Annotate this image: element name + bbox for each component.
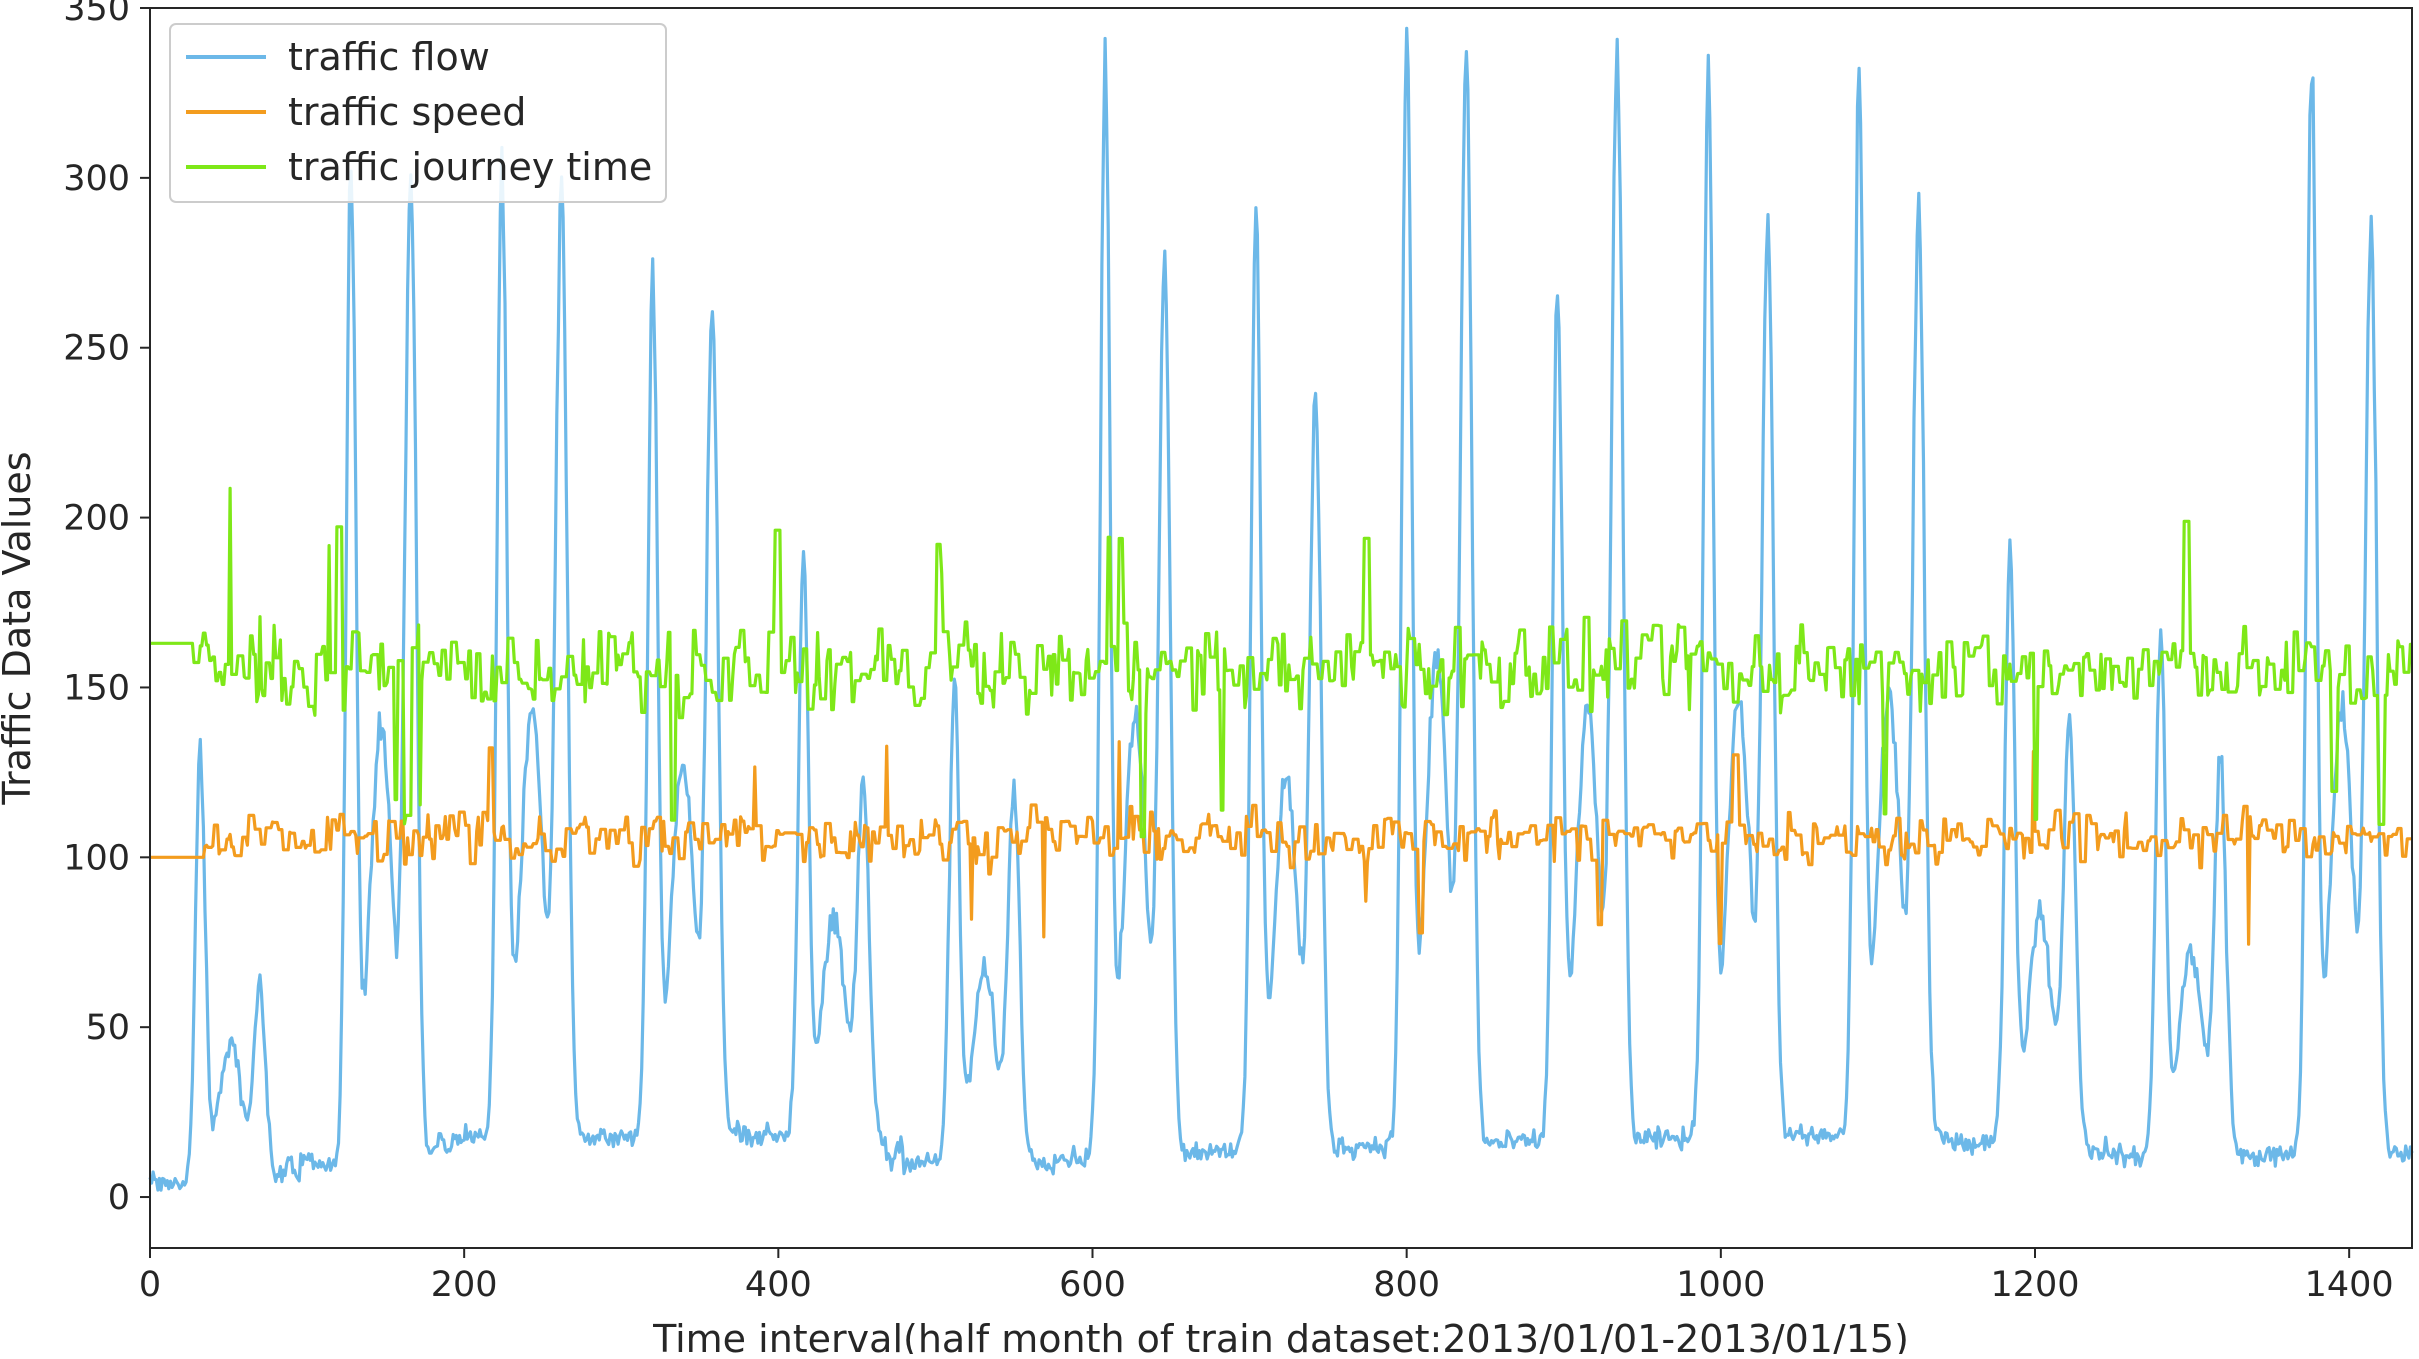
series-line-traffic-speed	[150, 740, 2412, 946]
series-line-traffic-flow	[148, 26, 2414, 1192]
x-tick-label: 0	[139, 1265, 161, 1305]
legend-label: traffic speed	[288, 90, 526, 134]
x-tick-label: 1200	[1990, 1265, 2079, 1305]
y-tick-label: 0	[108, 1178, 130, 1218]
y-tick-label: 300	[63, 159, 130, 199]
y-tick-label: 100	[63, 838, 130, 878]
x-tick-label: 400	[745, 1265, 812, 1305]
x-tick-label: 800	[1373, 1265, 1440, 1305]
y-axis-label: Traffic Data Values	[0, 451, 39, 805]
y-axis-ticks: 0 50 100 150 200 250 300 350	[63, 0, 150, 1218]
x-axis-label: Time interval(half month of train datase…	[652, 1317, 1909, 1354]
x-tick-label: 200	[431, 1265, 498, 1305]
legend-label: traffic journey time	[288, 145, 652, 189]
legend-label: traffic flow	[288, 35, 490, 79]
legend: traffic flow traffic speed traffic journey…	[169, 23, 667, 203]
plot-frame	[149, 7, 2413, 1249]
y-tick-label: 350	[63, 0, 130, 29]
y-tick-label: 250	[63, 329, 130, 369]
y-tick-label: 150	[63, 668, 130, 708]
series-layer	[148, 26, 2414, 1192]
x-tick-label: 600	[1059, 1265, 1126, 1305]
x-tick-label: 1400	[2305, 1265, 2394, 1305]
legend-box	[169, 23, 667, 203]
x-axis-ticks: 0 200 400 600 800 1000 1200 1400	[139, 1248, 2394, 1305]
y-tick-label: 200	[63, 499, 130, 539]
series-line-traffic-journey-time	[150, 486, 2412, 839]
x-tick-label: 1000	[1676, 1265, 1765, 1305]
y-tick-label: 50	[85, 1008, 130, 1048]
